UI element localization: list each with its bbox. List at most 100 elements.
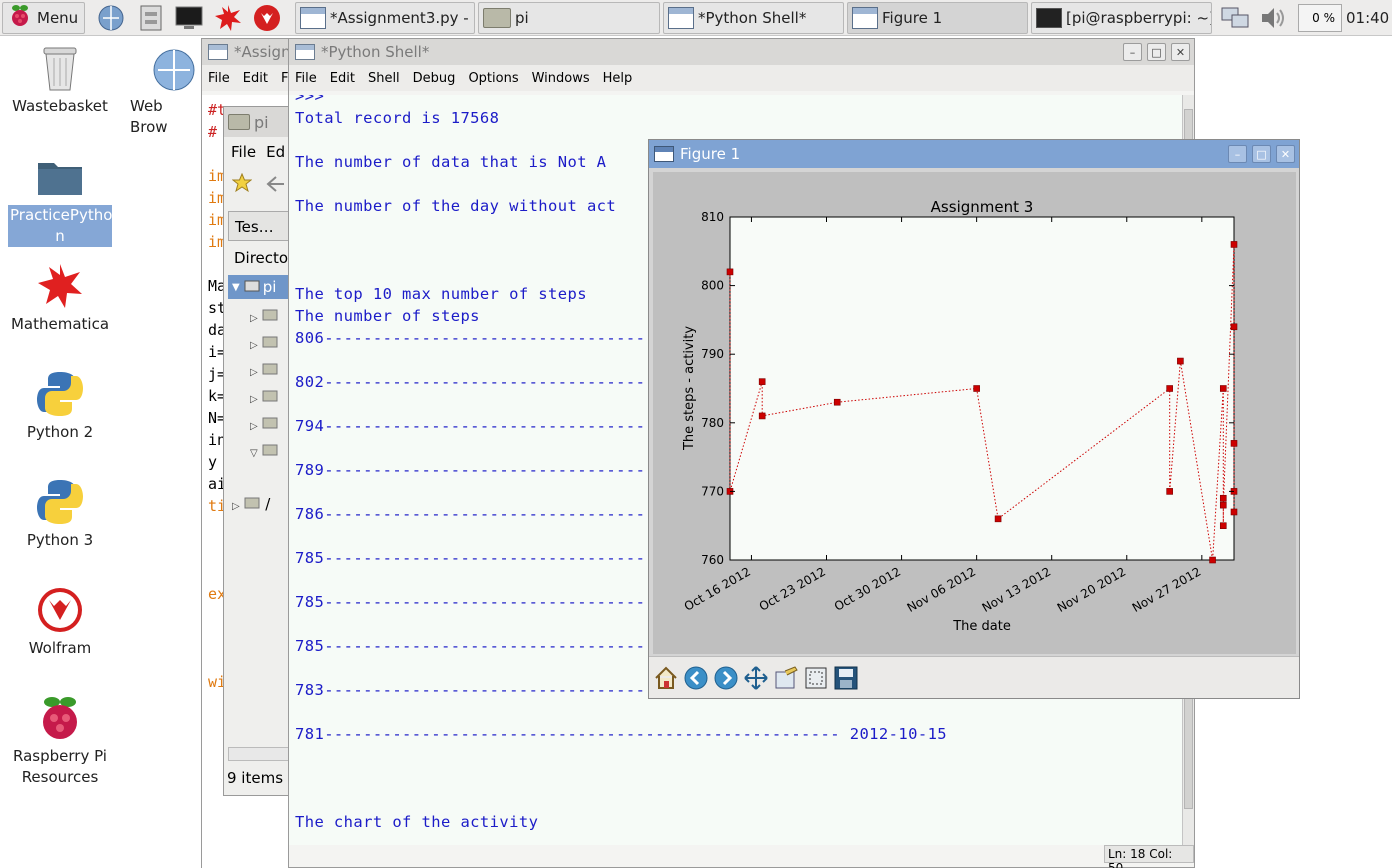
y-axis-label: The steps - activity [682,326,697,451]
shell-line: Total record is 17568 [295,109,500,127]
maximize-button[interactable]: □ [1252,145,1271,163]
volume-icon[interactable] [1258,4,1288,32]
fm-status: 9 items ( [227,769,294,787]
folder-icon [483,8,511,28]
desktop-icon-wastebasket[interactable]: Wastebasket [8,44,112,117]
tree-item[interactable]: ▷ [250,388,278,406]
figure-window[interactable]: Figure 1 – □ ✕ 810 800 790 780 770 760 Oct 16 … [648,139,1300,699]
shell-line: 785-------------------------------------… [295,593,724,611]
window-icon [654,146,674,162]
task-figure-1[interactable]: Figure 1 [847,2,1028,34]
network-icon[interactable] [1220,4,1250,32]
mathematica-launcher-icon[interactable] [213,4,243,32]
tree-item[interactable]: ▽ [250,442,278,460]
editor-menubar: File Edit F [202,65,300,91]
bookmark-star-icon[interactable] [231,172,253,197]
pan-icon[interactable] [743,665,769,691]
code-comment: # [208,123,218,141]
desktop-icon-raspberry-pi-resources[interactable]: Raspberry Pi Resources [8,694,112,788]
editor-titlebar[interactable]: *Assign [202,39,300,65]
wolfram-launcher-icon[interactable] [252,4,282,32]
file-manager-launcher-icon[interactable] [136,4,166,32]
shell-menu-help[interactable]: Help [602,70,633,86]
file-manager-menubar: File Ed [224,139,294,165]
fm-tab[interactable]: Tes… [228,211,294,241]
shell-menu-windows[interactable]: Windows [531,70,590,86]
desktop-icon-python-3[interactable]: Python 3 [8,478,112,551]
task-python-shell[interactable]: *Python Shell* [663,2,844,34]
back-icon[interactable] [683,665,709,691]
x-tick-label: Oct 30 2012 [832,564,903,613]
shell-menu-options[interactable]: Options [468,70,519,86]
globe-icon [150,44,198,92]
zoom-icon[interactable] [803,665,829,691]
close-button[interactable]: ✕ [1276,145,1295,163]
shell-menu-edit[interactable]: Edit [329,70,355,86]
data-point [973,385,980,392]
configure-icon[interactable] [773,665,799,691]
code-text: i= [208,343,227,361]
task-terminal[interactable]: [pi@raspberrypi: ~] [1031,2,1212,34]
forward-icon[interactable] [713,665,739,691]
data-point [1177,357,1184,365]
editor-menu-format[interactable]: F [280,70,289,86]
taskbar: Menu *Assignment3.py - … pi *Python Shel… [0,0,1392,36]
file-manager-window[interactable]: pi File Ed Tes… Director ▼ pi ▷ ▷ ▷ ▷ ▷ … [223,106,294,796]
tree-item[interactable]: ▷ [250,334,278,352]
data-point [758,378,766,385]
shell-menu-shell[interactable]: Shell [367,70,400,86]
tree-item[interactable]: ▷ [250,307,278,325]
fm-menu-edit[interactable]: Ed [266,143,286,161]
shell-line: The number of the day without act [295,197,617,215]
tree-item-pi[interactable]: ▼ pi [228,275,294,299]
task-assignment3[interactable]: *Assignment3.py - … [295,2,475,34]
shell-titlebar[interactable]: *Python Shell* – □ ✕ [289,39,1194,65]
shell-menu-debug[interactable]: Debug [412,70,456,86]
back-arrow-icon[interactable] [264,175,284,197]
maximize-button[interactable]: □ [1147,43,1166,61]
code-text: Ma [208,277,227,295]
folder-icon [262,417,278,433]
x-tick-label: Nov 27 2012 [1130,564,1204,615]
folder-icon [36,153,84,201]
minimize-button[interactable]: – [1228,145,1247,163]
home-icon[interactable] [653,665,679,691]
desktop-icon-practicepython[interactable]: PracticePytho n [8,153,112,247]
figure-titlebar[interactable]: Figure 1 – □ ✕ [649,140,1299,168]
menu-button[interactable]: Menu [2,2,85,34]
y-tick-label: 780 [701,416,724,430]
desktop-icon-python-2[interactable]: Python 2 [8,370,112,443]
desktop-icon-wolfram[interactable]: Wolfram [8,586,112,659]
fm-menu-file[interactable]: File [231,143,257,161]
code-text: ai [208,475,227,493]
shell-menu-file[interactable]: File [295,70,317,86]
close-button[interactable]: ✕ [1171,43,1190,61]
x-tick-label: Nov 13 2012 [980,564,1054,615]
tree-item-label: / [265,495,271,513]
web-browser-launcher-icon[interactable] [96,4,126,32]
chart-title: Assignment 3 [931,198,1034,216]
save-icon[interactable] [833,665,859,691]
cpu-monitor[interactable]: 0 % [1298,4,1342,32]
file-manager-titlebar[interactable]: pi [224,107,294,137]
desktop-icon-label: Wolfram [28,639,92,657]
tree-item[interactable]: ▷ [250,415,278,433]
tree-item-root[interactable]: ▷ / [232,495,270,513]
minimize-button[interactable]: – [1123,43,1142,61]
horizontal-scrollbar[interactable] [228,747,294,761]
editor-menu-file[interactable]: File [208,70,230,86]
desktop-icon-label: Python 2 [26,423,94,441]
desktop-icon-label: Web Brow [130,97,168,136]
desktop-icon-mathematica[interactable]: Mathematica [8,262,112,335]
desktop-icon-web-browser[interactable]: Web Brow [112,44,198,138]
window-icon [852,7,878,29]
clock[interactable]: 01:40 [1346,9,1390,27]
tree-item[interactable]: ▷ [250,361,278,379]
code-text: st [208,299,227,317]
editor-menu-edit[interactable]: Edit [242,70,268,86]
figure-canvas[interactable]: 810 800 790 780 770 760 Oct 16 2012 Oct 23 2012… [653,172,1296,654]
data-point [994,515,1002,523]
terminal-launcher-icon[interactable] [174,4,204,32]
task-pi[interactable]: pi [478,2,660,34]
